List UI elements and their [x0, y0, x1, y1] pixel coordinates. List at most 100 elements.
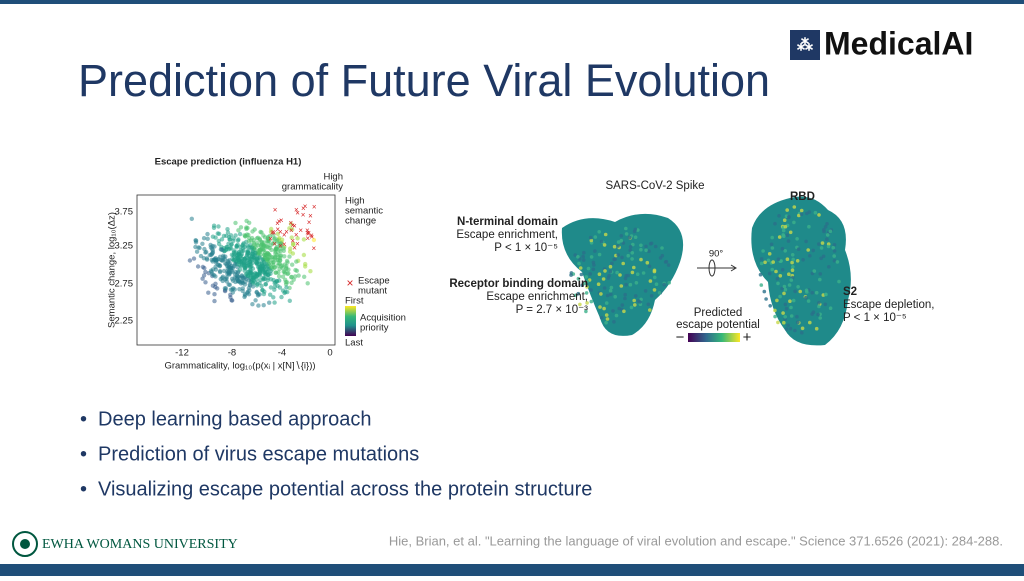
- surface-speckle: [799, 208, 804, 213]
- surface-speckle: [603, 232, 608, 237]
- escape-mark: ×: [298, 226, 303, 235]
- surface-speckle: [633, 235, 638, 239]
- surface-speckle: [599, 315, 604, 320]
- scatter-dot: [221, 233, 227, 239]
- surface-speckle: [617, 306, 621, 311]
- scatter-dot: [271, 240, 277, 246]
- surface-speckle: [797, 213, 801, 218]
- scatter-dot: [247, 265, 253, 270]
- scatter-dot: [282, 262, 287, 267]
- escape-mark: ×: [282, 231, 287, 240]
- scatter-dot: [245, 251, 250, 256]
- surface-speckle: [666, 263, 671, 267]
- surface-speckle: [586, 266, 591, 271]
- annotation: High: [323, 172, 343, 183]
- scatter-dot: [225, 227, 230, 232]
- surface-speckle: [648, 242, 653, 246]
- surface-speckle: [647, 264, 652, 269]
- surface-speckle: [578, 302, 582, 307]
- scatter-dot: [200, 264, 206, 270]
- scatter-dot: [228, 292, 233, 297]
- surface-speckle: [639, 257, 643, 262]
- scatter-dot: [225, 258, 231, 264]
- escape-mark: ×: [301, 204, 306, 213]
- surface-speckle: [798, 289, 802, 294]
- surface-speckle: [770, 235, 774, 240]
- scatter-dot: [236, 237, 241, 242]
- scatter-dot: [218, 247, 224, 252]
- scatter-dot: [250, 229, 255, 234]
- scatter-dot: [212, 298, 217, 304]
- scatter-dot: [290, 262, 295, 267]
- scatter-dot: [209, 251, 215, 257]
- svg-text:⁂: ⁂: [797, 36, 813, 54]
- scatter-dot: [240, 248, 245, 254]
- surface-speckle: [610, 261, 614, 266]
- surface-speckle: [823, 302, 828, 307]
- legend-label: First: [345, 296, 364, 307]
- surface-speckle: [805, 290, 809, 294]
- scatter-dot: [191, 256, 197, 261]
- surface-speckle: [623, 296, 627, 301]
- scatter-dot: [212, 292, 217, 297]
- scatter-dot: [271, 233, 276, 238]
- legend-label: priority: [360, 323, 389, 334]
- scatter-dot: [222, 286, 228, 291]
- bullet: Prediction of virus escape mutations: [98, 443, 419, 465]
- scatter-dot: [208, 268, 214, 273]
- scatter-dot: [193, 244, 198, 250]
- scatter-dot: [265, 245, 270, 250]
- surface-speckle: [581, 258, 586, 262]
- escape-mark: ×: [292, 244, 297, 253]
- surface-speckle: [780, 246, 785, 251]
- surface-speckle: [631, 242, 635, 247]
- surface-speckle: [791, 265, 795, 269]
- label: RBD: [790, 191, 815, 203]
- scatter-dot: [231, 238, 236, 243]
- surface-speckle: [791, 298, 796, 303]
- scatter-dot: [217, 269, 223, 275]
- surface-speckle: [614, 313, 619, 318]
- surface-speckle: [648, 308, 652, 312]
- scatter-dot: [233, 233, 238, 238]
- scatter-dot: [268, 229, 274, 234]
- scatter-dot: [256, 303, 261, 308]
- scatter-dot: [248, 269, 253, 274]
- surface-speckle: [832, 243, 837, 247]
- surface-speckle: [825, 222, 829, 226]
- surface-speckle: [808, 320, 812, 325]
- surface-speckle: [576, 276, 581, 281]
- scatter-dot: [231, 257, 237, 262]
- surface-speckle: [792, 220, 796, 225]
- surface-speckle: [814, 290, 819, 295]
- surface-speckle: [602, 243, 607, 247]
- surface-speckle: [630, 270, 635, 275]
- surface-speckle: [820, 241, 825, 245]
- plot-frame: [136, 194, 336, 346]
- surface-speckle: [616, 253, 620, 257]
- scatter-dot: [268, 265, 274, 270]
- scatter-dot: [232, 287, 237, 292]
- surface-speckle: [597, 272, 602, 277]
- scatter-dot: [289, 235, 294, 240]
- scatter-dot: [238, 225, 244, 230]
- surface-speckle: [588, 235, 593, 240]
- surface-speckle: [800, 326, 805, 331]
- surface-speckle: [620, 255, 624, 260]
- surface-speckle: [639, 247, 643, 252]
- surface-speckle: [784, 306, 789, 311]
- scatter-dot: [311, 237, 317, 243]
- surface-speckle: [615, 270, 619, 275]
- scatter-dot: [276, 261, 281, 266]
- surface-speckle: [593, 235, 598, 239]
- scatter-dot: [280, 288, 286, 293]
- scatter-dot: [226, 262, 231, 267]
- surface-speckle: [785, 233, 790, 237]
- escape-mark: ×: [292, 222, 297, 231]
- surface-speckle: [819, 256, 823, 261]
- surface-speckle: [782, 234, 786, 238]
- surface-speckle: [759, 257, 764, 261]
- surface-speckle: [782, 218, 787, 222]
- surface-speckle: [773, 314, 777, 319]
- surface-speckle: [811, 248, 815, 253]
